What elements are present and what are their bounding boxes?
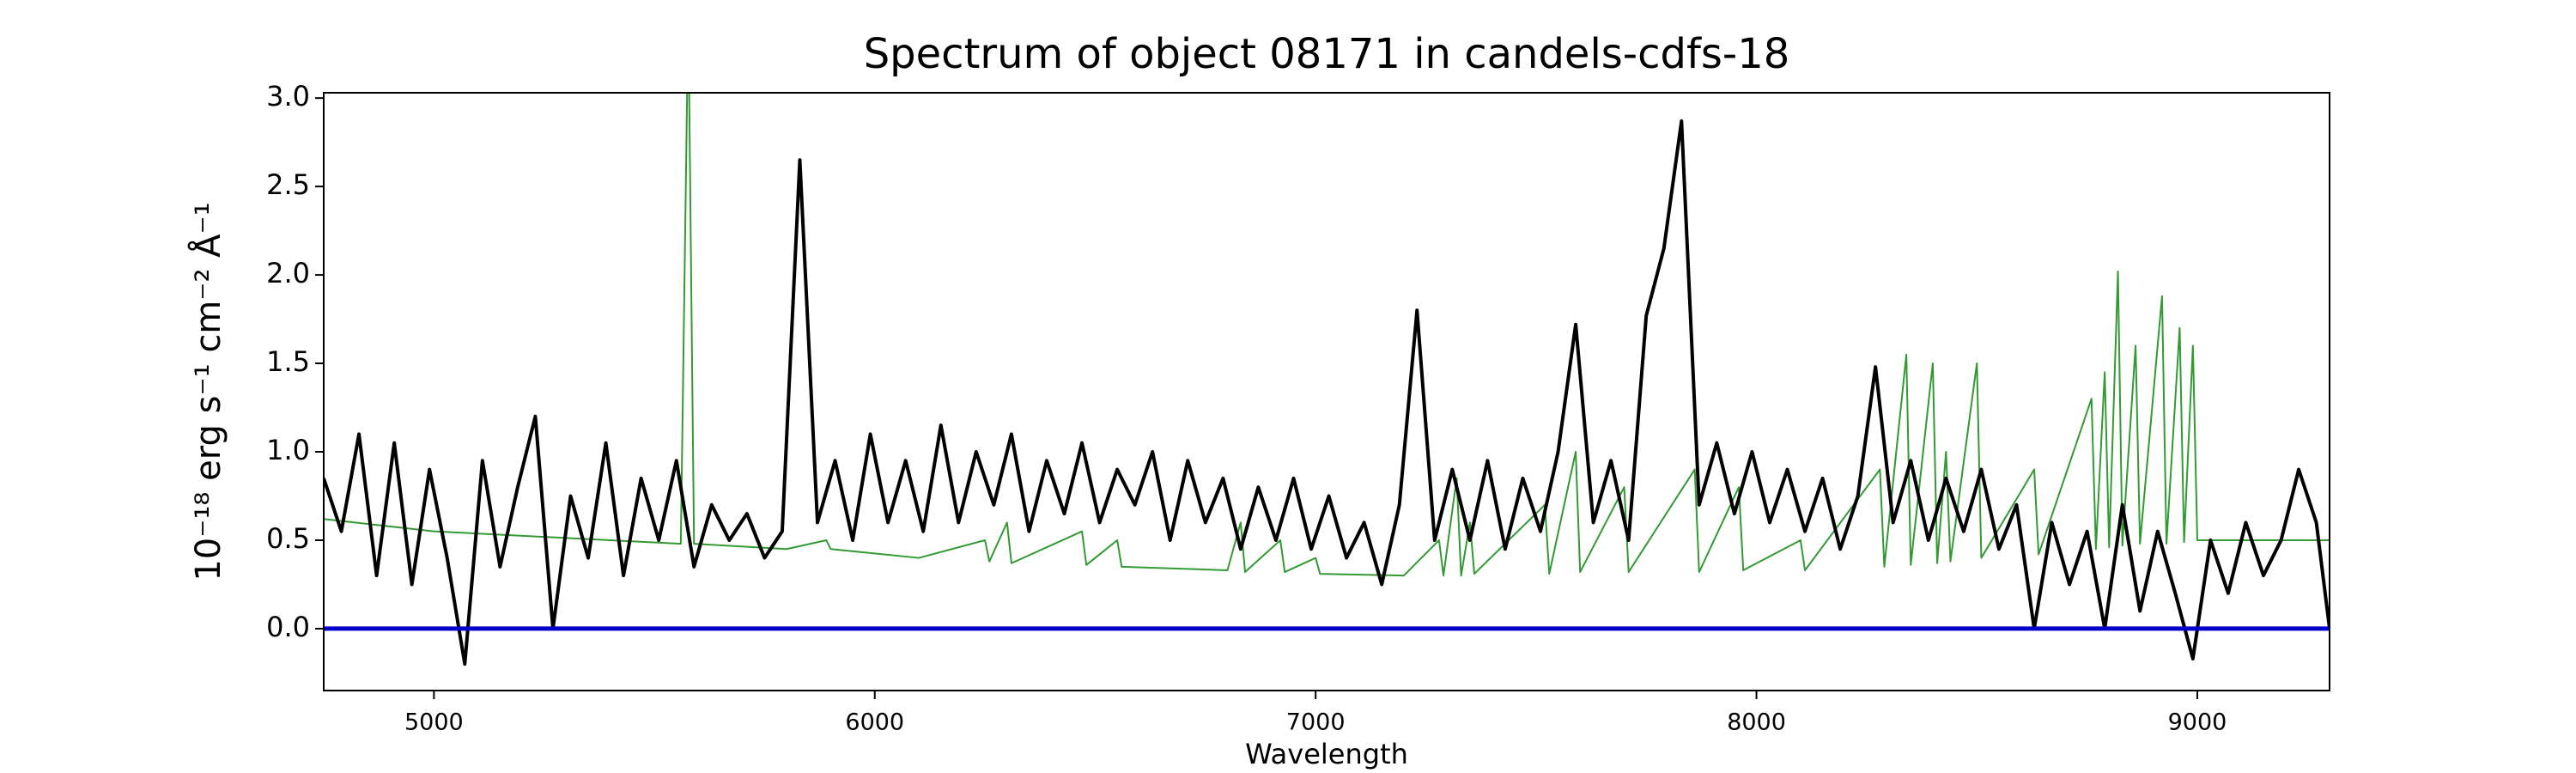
plot-area (324, 93, 2330, 666)
spectrum-line (324, 119, 2330, 666)
y-tick-label: 0.0 (266, 611, 310, 643)
x-tick-label: 8000 (1727, 709, 1786, 736)
y-tick-label: 1.0 (266, 434, 310, 466)
y-tick-label: 0.5 (266, 522, 310, 555)
axes-frame (323, 92, 2330, 691)
y-tick-label: 1.5 (266, 345, 310, 378)
x-tick-label: 6000 (845, 709, 904, 736)
x-tick-label: 9000 (2168, 709, 2227, 736)
chart-title: Spectrum of object 08171 in candels-cdfs… (864, 30, 1790, 78)
y-axis-label: 10⁻¹⁸ erg s⁻¹ cm⁻² Å⁻¹ (187, 202, 228, 581)
y-tick-label: 2.0 (266, 257, 310, 289)
x-tick-label: 7000 (1286, 709, 1346, 736)
y-tick-label: 2.5 (266, 168, 310, 201)
x-tick-label: 5000 (404, 709, 464, 736)
x-axis-label: Wavelength (1245, 738, 1408, 770)
spectrum-line (324, 93, 2330, 577)
y-tick-label: 3.0 (266, 80, 310, 113)
